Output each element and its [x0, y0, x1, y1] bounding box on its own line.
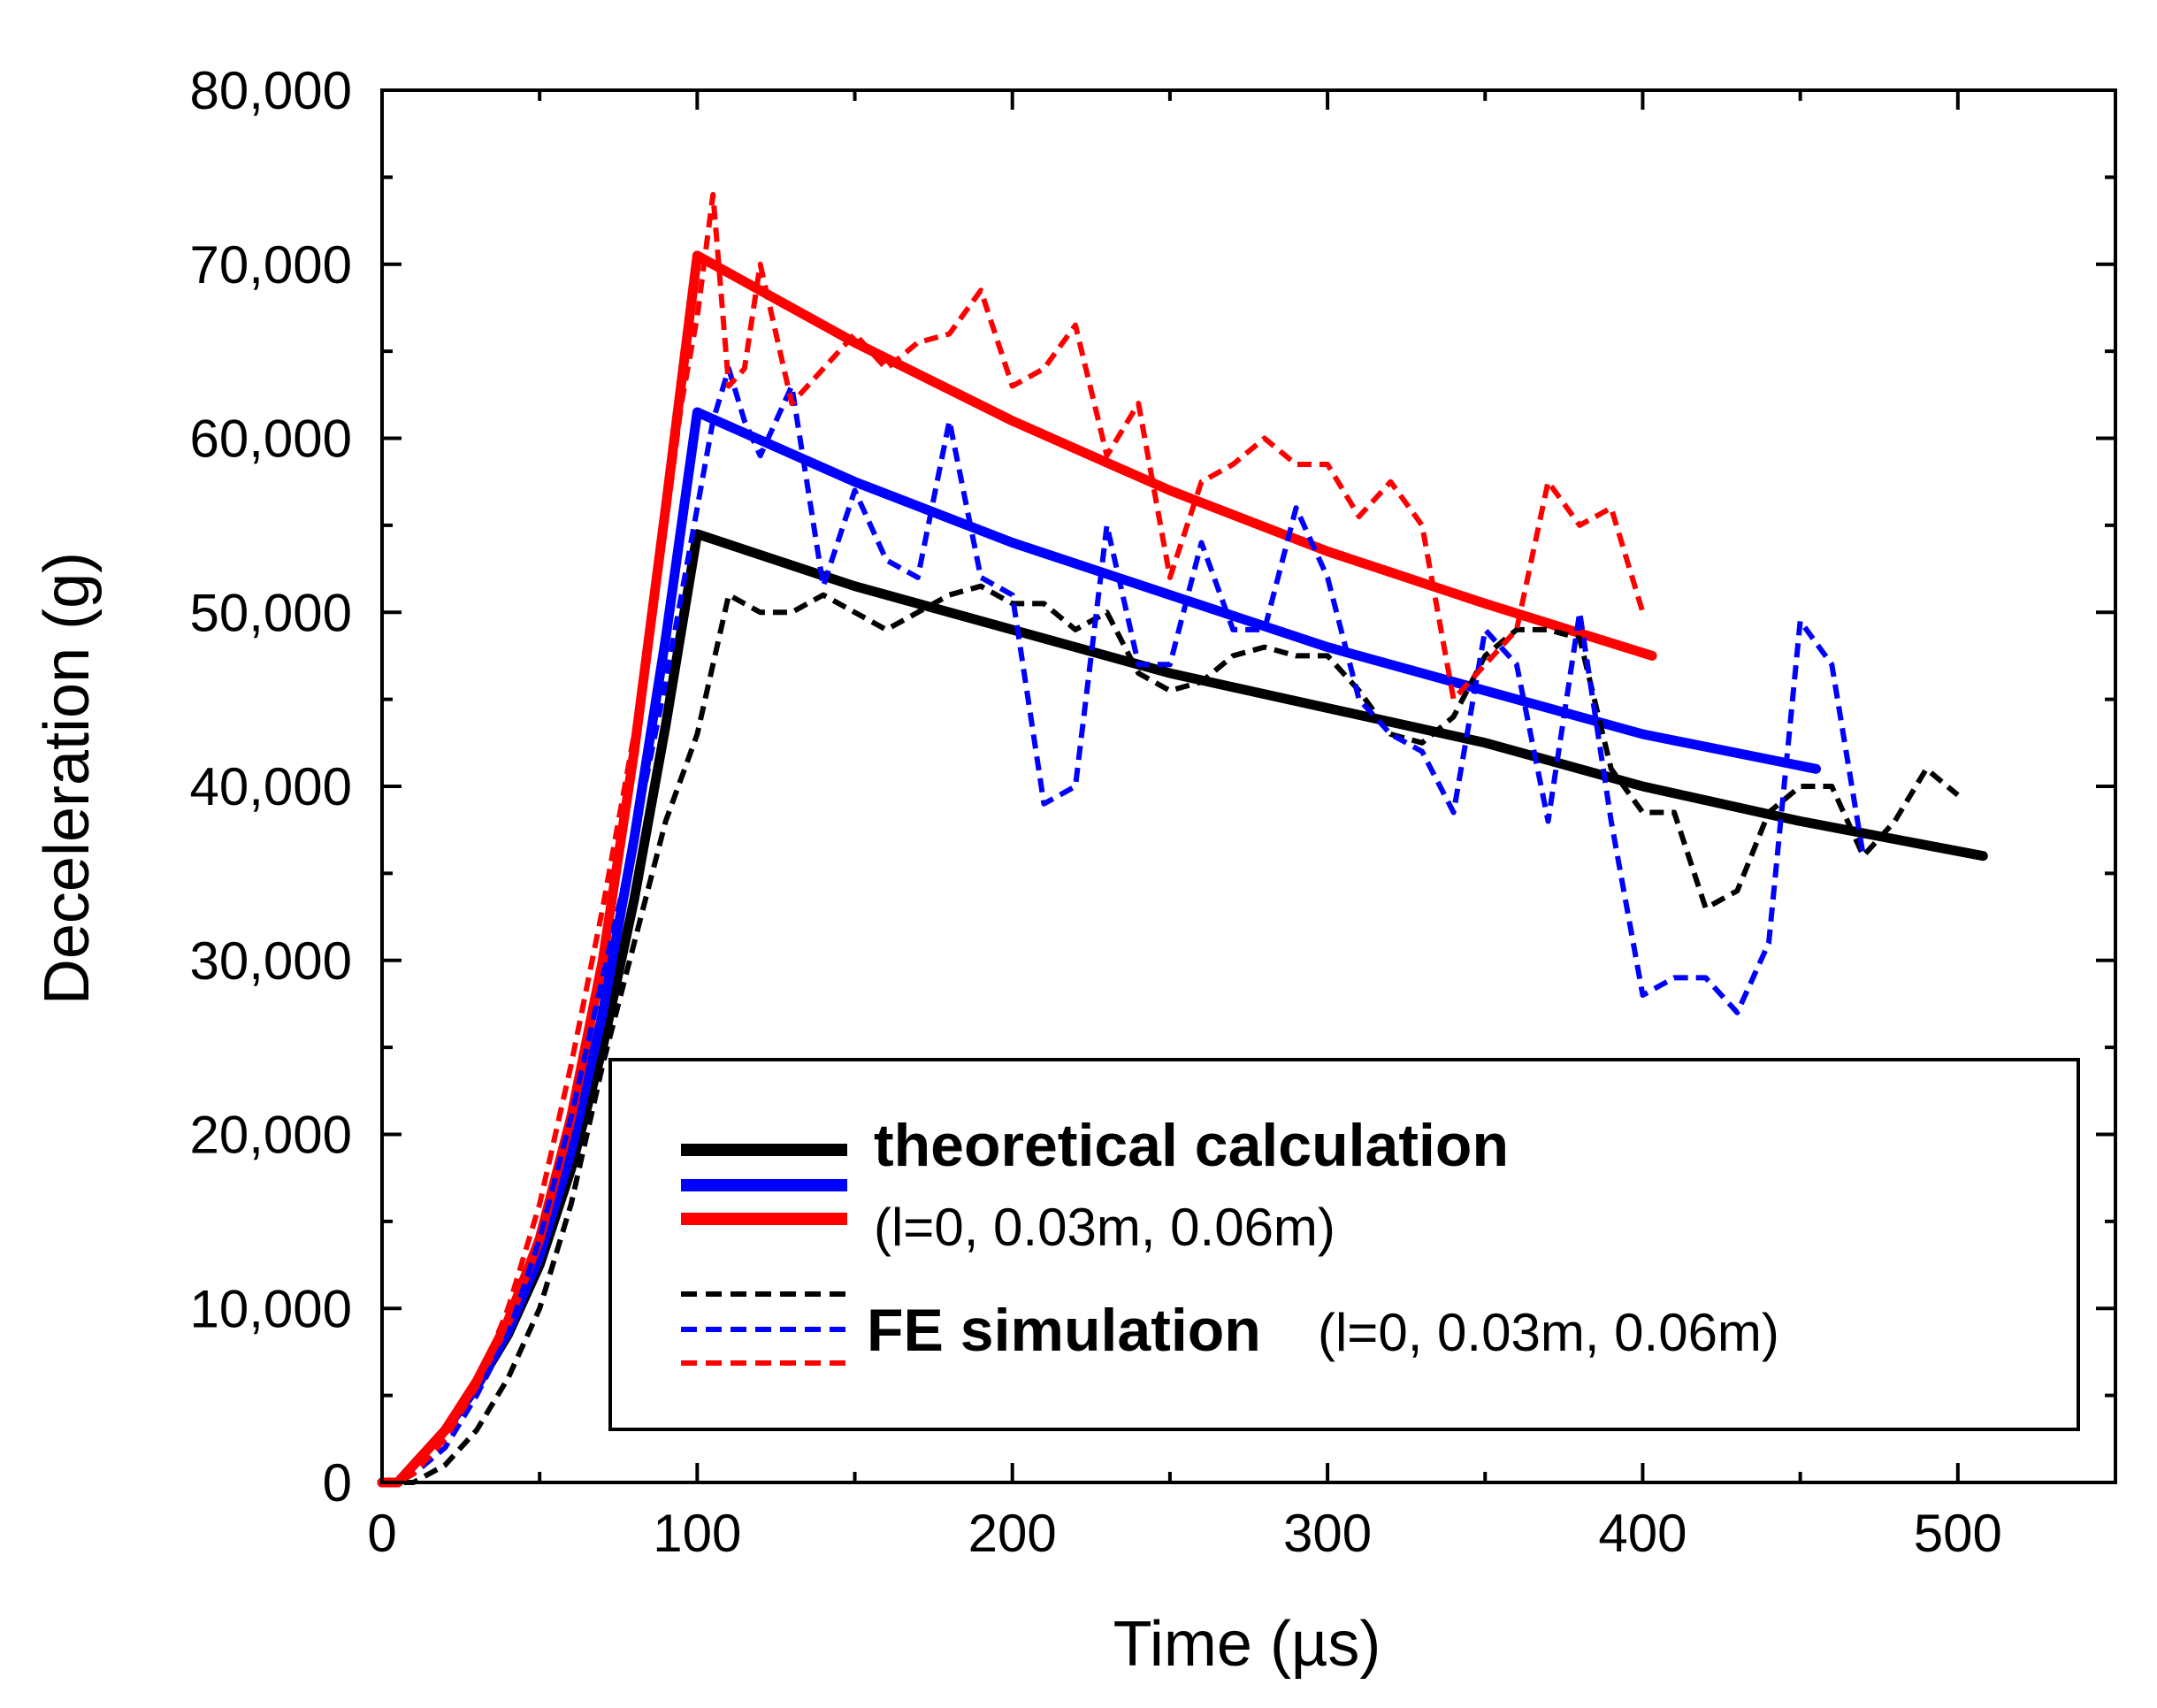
- y-tick-label: 20,000: [189, 1106, 352, 1165]
- y-tick-label: 30,000: [189, 931, 352, 991]
- series-fe-black-line: [382, 583, 1960, 1485]
- y-axis-title: Deceleration (g): [32, 552, 103, 1005]
- legend-fe-title: FE simulation: [867, 1297, 1261, 1364]
- series-fe-red-line: [382, 192, 1646, 1485]
- x-tick-label: 400: [1598, 1504, 1687, 1563]
- y-tick-label: 60,000: [189, 410, 352, 469]
- y-tick-label: 70,000: [189, 235, 352, 295]
- x-tick-label: 200: [968, 1504, 1057, 1563]
- series-theory-red-line: [377, 250, 1657, 1488]
- y-tick-label: 0: [323, 1453, 352, 1513]
- x-tick-label: 300: [1283, 1504, 1372, 1563]
- series-fe-blue-line: [382, 365, 1866, 1485]
- x-tick-label: 500: [1914, 1504, 2002, 1563]
- tick-layer: 0 100 200 300 400 500 0 10,000 20,000 30,000 40,00…: [189, 61, 2117, 1563]
- x-tick-label: 0: [367, 1504, 396, 1563]
- legend-box: [608, 1058, 2080, 1431]
- legend: theoretical calculation (l=0, 0.03m, 0.0…: [608, 1058, 2080, 1431]
- y-tick-label: 40,000: [189, 757, 352, 816]
- y-tick-label: 10,000: [189, 1279, 352, 1338]
- x-tick-label: 100: [653, 1504, 741, 1563]
- series-layer: [377, 192, 1988, 1488]
- y-tick-label: 80,000: [189, 61, 352, 120]
- legend-fe-params: (l=0, 0.03m, 0.06m): [1318, 1303, 1779, 1362]
- y-tick-label: 50,000: [189, 583, 352, 642]
- legend-theory-params: (l=0, 0.03m, 0.06m): [874, 1198, 1335, 1257]
- x-axis-title: Time (µs): [1113, 1609, 1381, 1680]
- legend-theory-title: theoretical calculation: [874, 1112, 1509, 1179]
